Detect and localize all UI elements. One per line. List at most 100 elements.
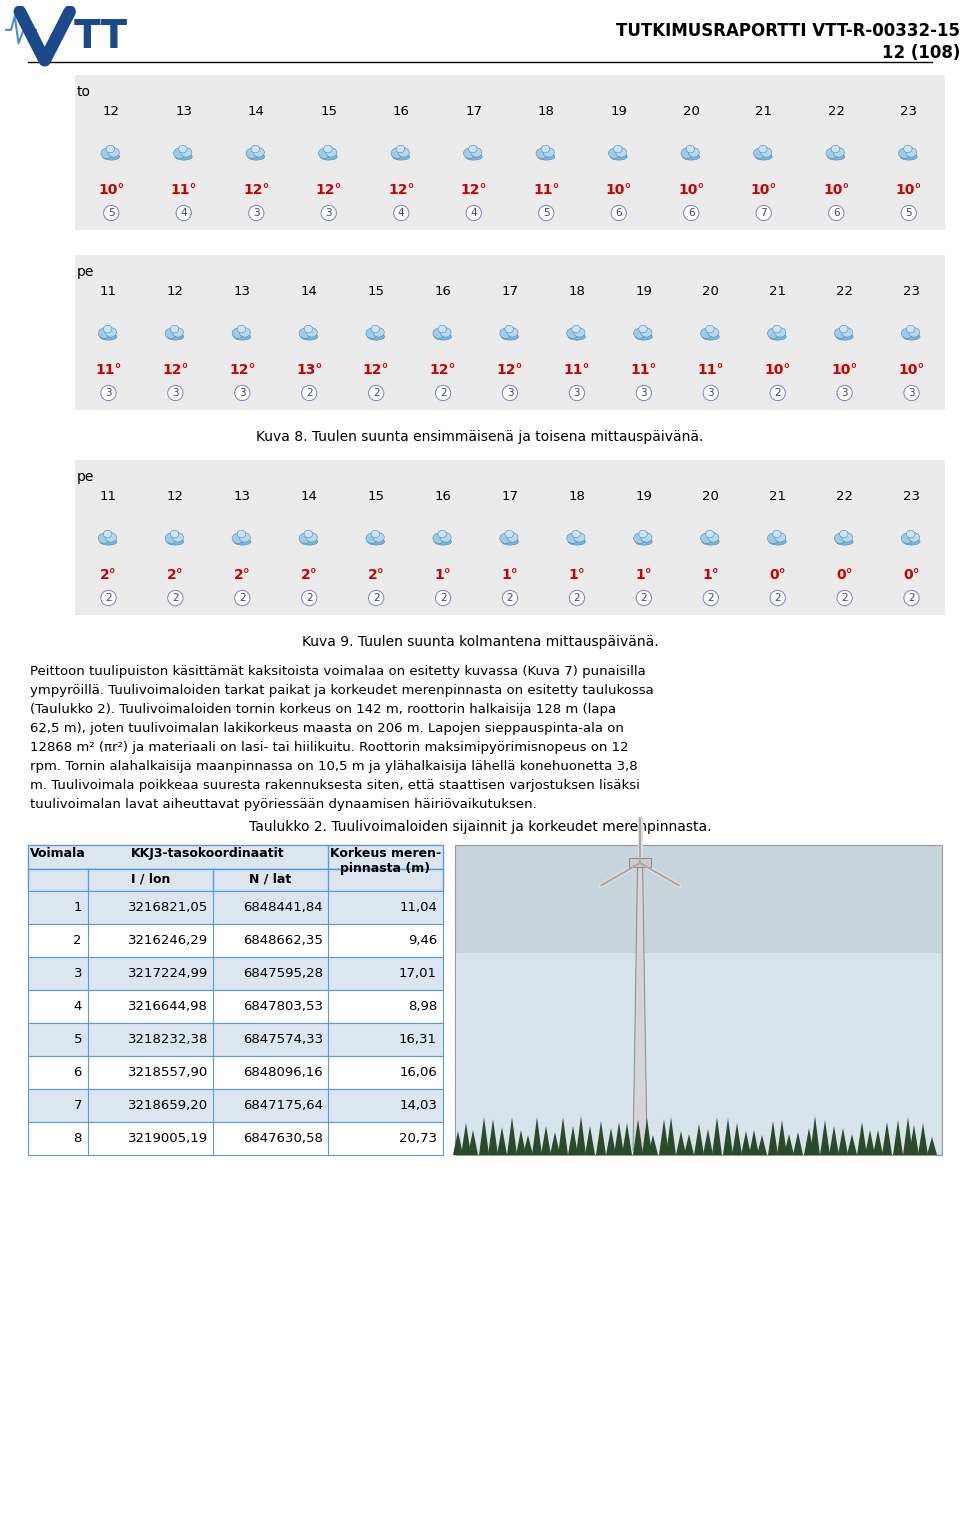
Ellipse shape — [775, 328, 786, 337]
Polygon shape — [633, 862, 647, 1150]
FancyBboxPatch shape — [455, 845, 942, 1155]
Text: 2: 2 — [372, 388, 379, 397]
Text: 13°: 13° — [296, 363, 323, 377]
Polygon shape — [468, 1130, 478, 1155]
Circle shape — [369, 385, 384, 400]
Polygon shape — [585, 1126, 595, 1155]
Text: 2°: 2° — [300, 568, 318, 582]
Polygon shape — [666, 1116, 676, 1155]
Text: 9,46: 9,46 — [408, 933, 437, 947]
Ellipse shape — [325, 148, 337, 157]
FancyBboxPatch shape — [75, 460, 945, 614]
Ellipse shape — [368, 539, 385, 545]
Text: Taulukko 2. Tuulivoimaloiden sijainnit ja korkeudet merenpinnasta.: Taulukko 2. Tuulivoimaloiden sijainnit j… — [249, 819, 711, 835]
Ellipse shape — [903, 539, 920, 545]
Circle shape — [569, 590, 585, 605]
Ellipse shape — [908, 533, 920, 542]
FancyBboxPatch shape — [629, 858, 651, 867]
Ellipse shape — [836, 333, 853, 340]
Text: 2: 2 — [440, 593, 446, 604]
Ellipse shape — [826, 148, 838, 159]
Ellipse shape — [568, 333, 586, 340]
Text: 3: 3 — [74, 967, 82, 979]
Text: 23: 23 — [903, 490, 920, 504]
Polygon shape — [461, 1123, 471, 1155]
Text: 13: 13 — [234, 285, 251, 299]
Polygon shape — [865, 1130, 875, 1155]
Polygon shape — [568, 1126, 578, 1155]
Text: Peittoon tuulipuiston käsittämät kaksitoista voimalaa on esitetty kuvassa (Kuva : Peittoon tuulipuiston käsittämät kaksito… — [30, 665, 646, 678]
FancyBboxPatch shape — [28, 1023, 443, 1056]
Text: 2: 2 — [841, 593, 848, 604]
Polygon shape — [847, 1133, 857, 1155]
Text: 2: 2 — [239, 593, 246, 604]
Text: 6847175,64: 6847175,64 — [243, 1100, 323, 1112]
Ellipse shape — [239, 533, 251, 542]
Polygon shape — [857, 1123, 867, 1155]
Ellipse shape — [319, 148, 330, 159]
Ellipse shape — [239, 328, 251, 337]
Text: 12°: 12° — [243, 183, 270, 197]
Text: 2: 2 — [640, 593, 647, 604]
Text: 12°: 12° — [496, 363, 523, 377]
Ellipse shape — [470, 148, 482, 157]
Ellipse shape — [641, 533, 652, 542]
Polygon shape — [507, 1116, 517, 1155]
Text: 6: 6 — [833, 208, 840, 219]
Polygon shape — [829, 1126, 839, 1155]
Ellipse shape — [611, 154, 627, 160]
Ellipse shape — [831, 145, 840, 152]
Text: 3218232,38: 3218232,38 — [128, 1033, 208, 1046]
Text: 2°: 2° — [167, 568, 183, 582]
Text: 12 (108): 12 (108) — [881, 45, 960, 62]
FancyBboxPatch shape — [28, 845, 443, 869]
Ellipse shape — [543, 148, 554, 157]
Circle shape — [828, 205, 844, 220]
Ellipse shape — [324, 145, 332, 152]
Text: tuulivoimalan lavat aiheuttavat pyöriessään dynaamisen häiriövaikutuksen.: tuulivoimalan lavat aiheuttavat pyöriess… — [30, 798, 537, 812]
Polygon shape — [703, 1129, 713, 1155]
Text: 11°: 11° — [564, 363, 590, 377]
FancyBboxPatch shape — [28, 892, 443, 924]
FancyBboxPatch shape — [28, 924, 443, 956]
Text: 7: 7 — [74, 1100, 82, 1112]
Text: 2: 2 — [908, 593, 915, 604]
Ellipse shape — [306, 533, 318, 542]
Text: 11°: 11° — [95, 363, 122, 377]
FancyBboxPatch shape — [28, 990, 443, 1023]
Ellipse shape — [468, 145, 477, 152]
Text: 6: 6 — [615, 208, 622, 219]
Circle shape — [756, 205, 772, 220]
Text: Korkeus meren-
pinnasta (m): Korkeus meren- pinnasta (m) — [330, 847, 441, 875]
Ellipse shape — [396, 145, 405, 152]
Ellipse shape — [836, 539, 853, 545]
Text: 17,01: 17,01 — [399, 967, 437, 979]
Text: TT: TT — [74, 17, 128, 55]
Text: 21: 21 — [756, 105, 772, 119]
Text: 3216821,05: 3216821,05 — [128, 901, 208, 915]
Text: 1°: 1° — [568, 568, 586, 582]
Polygon shape — [614, 1123, 624, 1155]
Text: 62,5 m), joten tuulivoimalan lakikorkeus maasta on 206 m. Lapojen sieppauspinta-: 62,5 m), joten tuulivoimalan lakikorkeus… — [30, 722, 624, 735]
Polygon shape — [723, 1118, 733, 1155]
Ellipse shape — [438, 530, 446, 537]
Ellipse shape — [167, 539, 184, 545]
Text: m. Tuulivoimala poikkeaa suuresta rakennuksesta siten, että staattisen varjostuk: m. Tuulivoimala poikkeaa suuresta rakenn… — [30, 779, 640, 792]
Text: 12°: 12° — [162, 363, 188, 377]
Ellipse shape — [106, 533, 116, 542]
Circle shape — [612, 205, 626, 220]
Ellipse shape — [773, 530, 781, 537]
Text: 16,06: 16,06 — [399, 1066, 437, 1080]
Circle shape — [176, 205, 191, 220]
Text: 1°: 1° — [502, 568, 518, 582]
Ellipse shape — [391, 148, 403, 159]
Text: Voimala: Voimala — [30, 847, 85, 859]
Ellipse shape — [769, 539, 786, 545]
Text: 11: 11 — [100, 490, 117, 504]
Circle shape — [837, 590, 852, 605]
Text: Kuva 8. Tuulen suunta ensimmäisenä ja toisena mittauspäivänä.: Kuva 8. Tuulen suunta ensimmäisenä ja to… — [256, 430, 704, 444]
Ellipse shape — [572, 530, 581, 537]
Ellipse shape — [466, 154, 482, 160]
Text: 2°: 2° — [234, 568, 251, 582]
Ellipse shape — [501, 539, 518, 545]
